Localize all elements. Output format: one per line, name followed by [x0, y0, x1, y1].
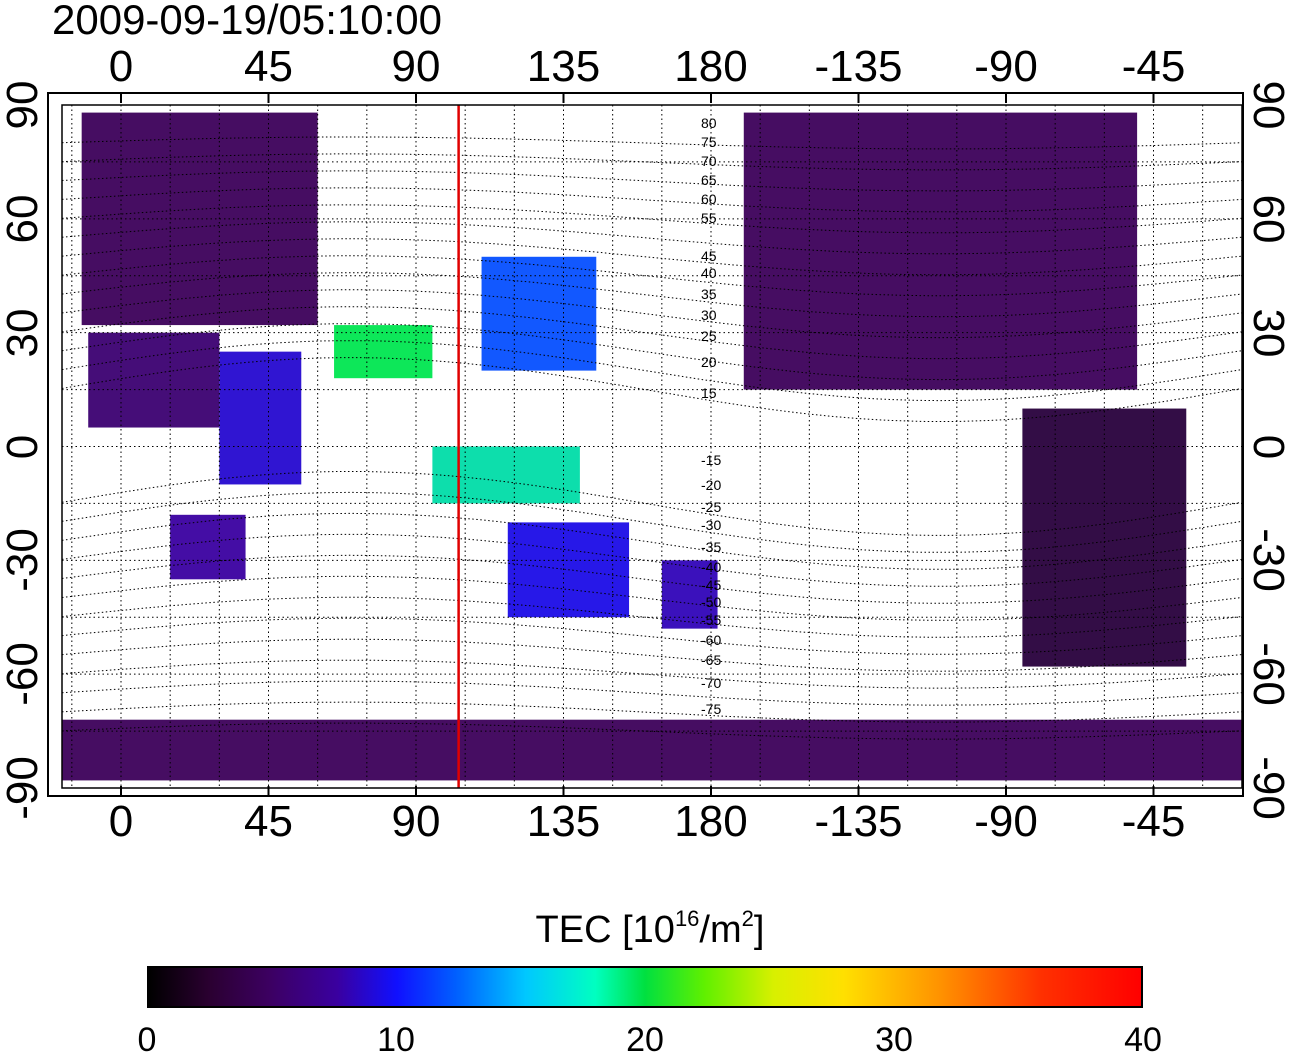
contour-line — [62, 491, 1242, 553]
latitude-tick-label: -90 — [1244, 756, 1292, 820]
longitude-tick-label: -45 — [1121, 797, 1186, 846]
contour-line — [62, 638, 1242, 672]
frame-tick-marks — [120, 93, 1155, 796]
contour-line — [62, 204, 1242, 234]
contour-line — [62, 575, 1242, 621]
contour-label: 75 — [701, 134, 717, 150]
contour-line — [62, 680, 1242, 706]
longitude-tick-label: 45 — [244, 42, 293, 91]
tec-region — [170, 514, 246, 580]
colorbar-tick: 20 — [626, 1021, 664, 1059]
contour-label: -75 — [701, 701, 721, 717]
longitude-tick-label: 90 — [391, 797, 441, 846]
longitude-tick-label: 135 — [526, 42, 601, 91]
tec-region — [661, 560, 718, 629]
longitude-tick-label: 0 — [108, 42, 134, 91]
contour-label: 65 — [701, 172, 717, 188]
map-frame — [47, 92, 1244, 797]
contour-line — [62, 289, 1242, 339]
colorbar-tick: 0 — [137, 1021, 157, 1059]
longitude-tick-label: -135 — [814, 42, 903, 91]
contour-label: -20 — [701, 477, 721, 493]
plot-area-border — [61, 104, 1243, 789]
contour-line — [62, 554, 1242, 604]
contour-line — [62, 153, 1242, 171]
tec-region — [334, 325, 433, 379]
contour-line — [62, 272, 1242, 318]
contour-label: 70 — [701, 153, 717, 169]
contour-label: -55 — [701, 612, 721, 628]
longitude-tick-label: 180 — [674, 42, 748, 91]
contour-label: -15 — [701, 452, 721, 468]
contour-label: 55 — [701, 210, 717, 226]
contour-label: -60 — [701, 632, 721, 648]
longitude-tick-label: 135 — [526, 797, 601, 846]
tec-region — [62, 719, 1242, 781]
lat-lon-grid — [62, 105, 1242, 788]
contour-line — [62, 659, 1242, 689]
contour-line — [62, 323, 1242, 381]
contour-label: -50 — [701, 594, 721, 610]
tec-region — [743, 112, 1138, 390]
latitude-tick-label: -90 — [0, 756, 47, 820]
longitude-tick-label: 180 — [674, 797, 748, 846]
contour-label: -35 — [701, 539, 721, 555]
contour-line — [62, 221, 1242, 255]
contour-label: -25 — [701, 499, 721, 515]
contour-label: -45 — [701, 577, 721, 593]
colorbar-title: TEC [1016/m2] — [535, 906, 765, 952]
longitude-tick-label: -90 — [974, 42, 1038, 91]
contour-line — [62, 596, 1242, 638]
contour-line — [62, 170, 1242, 192]
contour-label: 35 — [701, 286, 717, 302]
contour-line — [62, 512, 1242, 570]
contour-line — [62, 255, 1242, 297]
tec-region — [481, 256, 597, 371]
longitude-tick-label: 90 — [391, 42, 441, 91]
contour-line — [62, 533, 1242, 587]
longitude-tick-label: -45 — [1121, 42, 1186, 91]
contour-line — [62, 306, 1242, 360]
colorbar-tick: 40 — [1124, 1021, 1162, 1059]
contour-line — [62, 187, 1242, 213]
contour-label: 30 — [701, 307, 717, 323]
longitude-tick-label: -135 — [814, 797, 903, 846]
contour-label: 60 — [701, 191, 717, 207]
contour-label: 80 — [701, 115, 717, 131]
contour-label: 15 — [701, 385, 717, 401]
tec-colorbar — [147, 966, 1143, 1008]
contour-label: 25 — [701, 328, 717, 344]
colorbar-tick: 30 — [875, 1021, 913, 1059]
contour-label: -40 — [701, 559, 721, 575]
contour-line — [62, 722, 1242, 740]
contour-label: -70 — [701, 675, 721, 691]
tec-region — [88, 332, 220, 428]
contour-line — [62, 340, 1242, 402]
longitude-tick-label: -90 — [974, 797, 1038, 846]
contour-label: 20 — [701, 354, 717, 370]
longitude-tick-label: 0 — [108, 797, 134, 846]
contour-line — [62, 617, 1242, 655]
contour-line — [62, 238, 1242, 276]
contour-line — [62, 701, 1242, 723]
contour-label: 45 — [701, 248, 717, 264]
magnetic-latitude-contours — [62, 136, 1242, 740]
contour-label: -65 — [701, 652, 721, 668]
tec-data-layer — [62, 112, 1242, 781]
contour-label: -30 — [701, 517, 721, 533]
longitude-tick-label: 45 — [244, 797, 293, 846]
contour-line — [62, 136, 1242, 150]
tec-region — [432, 446, 580, 504]
tec-region — [219, 351, 302, 485]
map-timestamp-title: 2009-09-19/05:10:00 — [52, 0, 442, 43]
colorbar-tick: 10 — [377, 1021, 415, 1059]
contour-label: 40 — [701, 265, 717, 281]
